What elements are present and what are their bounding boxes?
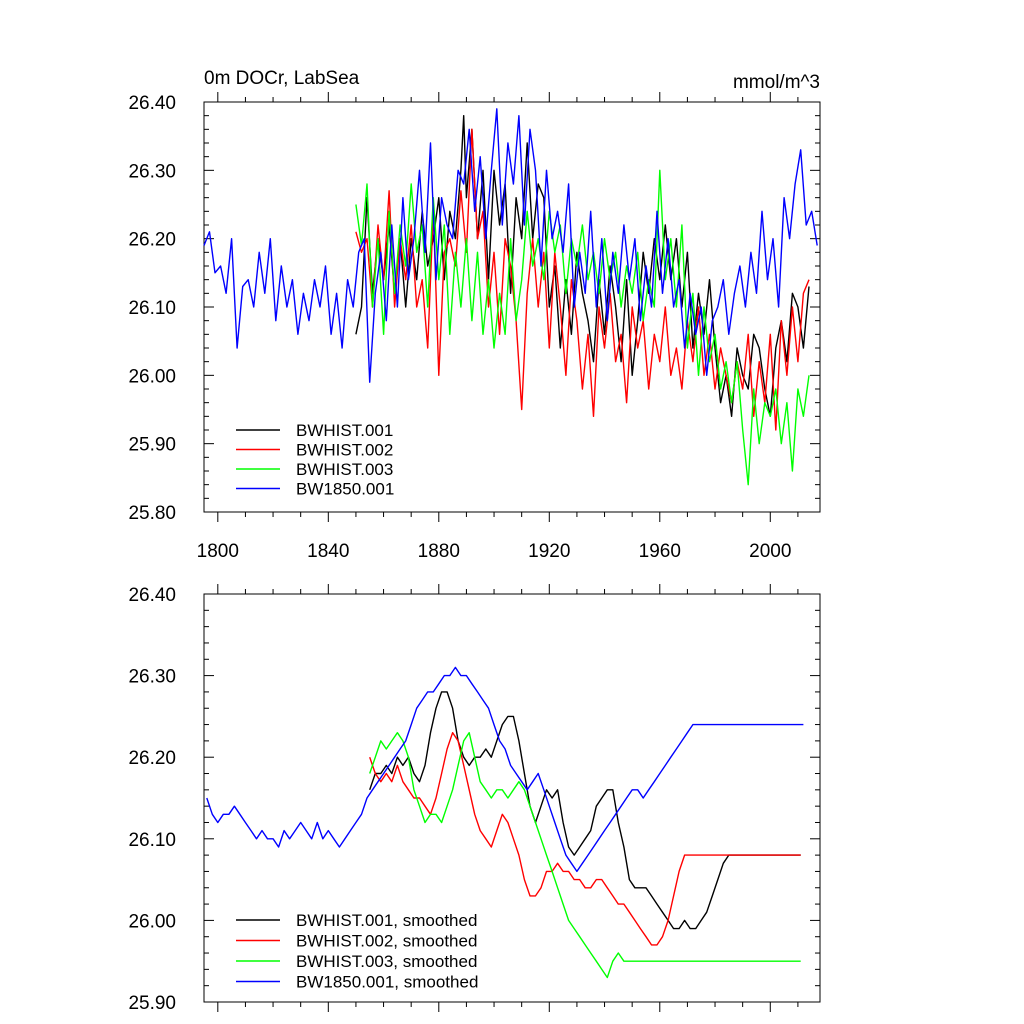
y-axis-tick-labels: 25.80 25.90 26.00 26.10 26.20 26.30 26.40: [128, 93, 176, 524]
series-line-bw1850-001: [203, 108, 818, 383]
y-tick-label: 26.20: [128, 230, 176, 251]
bottom-panel: 25.90 26.00 26.10 26.20 26.30 26.40 BWHIST.00…: [128, 584, 821, 1014]
series-lines: [206, 666, 804, 979]
legend-label: BWHIST.001: [296, 421, 393, 440]
legend: BWHIST.001, smoothed BWHIST.002, smoothed…: [236, 911, 478, 992]
y-tick-label: 26.00: [128, 366, 176, 387]
y-tick-label: 26.30: [128, 161, 176, 182]
x-tick-label: 1840: [307, 541, 349, 562]
series-line-bwhist-002-smoothed: [369, 732, 801, 946]
y-tick-label: 26.00: [128, 911, 176, 932]
y-tick-label: 25.80: [128, 503, 176, 524]
series-line-bwhist-003-smoothed: [369, 732, 801, 979]
plot-frame: [203, 593, 821, 1003]
x-tick-label: 1880: [418, 541, 460, 562]
x-tick-label: 1960: [639, 541, 681, 562]
y-tick-label: 25.90: [128, 435, 176, 456]
legend-label: BWHIST.003: [296, 460, 393, 479]
x-axis-tick-labels: 1800 1840 1880 1920 1960 2000: [197, 541, 792, 562]
y-axis-tick-labels: 25.90 26.00 26.10 26.20 26.30 26.40: [128, 585, 176, 1014]
series-line-bwhist-001-smoothed: [369, 691, 801, 930]
legend-label: BWHIST.002, smoothed: [296, 932, 477, 951]
series-line-bwhist-001: [355, 114, 810, 417]
x-tick-label: 1920: [528, 541, 570, 562]
y-tick-label: 26.20: [128, 748, 176, 769]
x-tick-label: 2000: [749, 541, 791, 562]
legend-label: BW1850.001, smoothed: [296, 973, 478, 992]
legend-label: BW1850.001: [296, 480, 394, 499]
series-line-bwhist-003: [355, 169, 810, 486]
series-lines: [203, 108, 818, 486]
axis-ticks: [204, 584, 820, 1012]
chart-units-label: mmol/m^3: [733, 72, 820, 93]
y-tick-label: 26.40: [128, 93, 176, 114]
x-tick-label: 1800: [197, 541, 239, 562]
axis-ticks: [204, 92, 820, 522]
y-tick-label: 26.40: [128, 585, 176, 606]
legend-label: BWHIST.003, smoothed: [296, 952, 477, 971]
legend-label: BWHIST.002: [296, 441, 393, 460]
y-tick-label: 25.90: [128, 993, 176, 1014]
chart-title-left: 0m DOCr, LabSea: [204, 68, 360, 89]
y-tick-label: 26.30: [128, 667, 176, 688]
y-tick-label: 26.10: [128, 830, 176, 851]
series-line-bw1850-001-smoothed: [206, 666, 804, 873]
legend-label: BWHIST.001, smoothed: [296, 911, 477, 930]
top-panel: 0m DOCr, LabSea mmol/m^3 25.80 25.90 26.00…: [128, 68, 821, 562]
y-tick-label: 26.10: [128, 298, 176, 319]
